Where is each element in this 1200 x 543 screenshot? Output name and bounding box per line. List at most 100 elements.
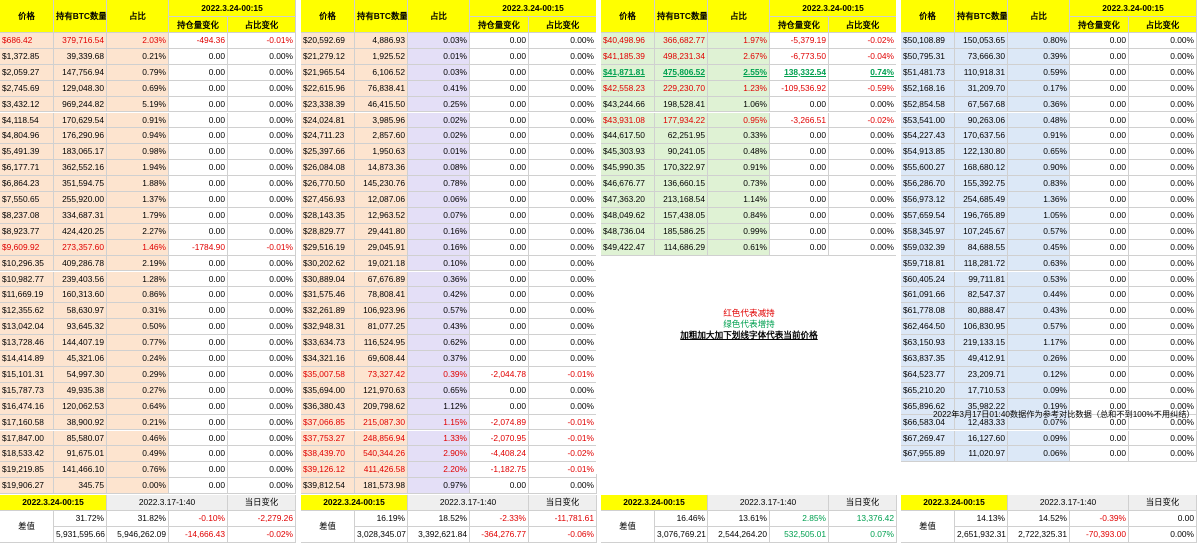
ratio-change-cell[interactable]: 0.00% [529, 223, 597, 240]
price-cell[interactable]: $26,084.08 [301, 160, 355, 177]
holding-change-cell[interactable]: 0.00 [169, 112, 228, 129]
btc-amount-cell[interactable]: 273,357.60 [54, 239, 107, 256]
ratio-change-cell[interactable]: 0.74% [829, 64, 897, 81]
price-cell[interactable]: $33,634.73 [301, 335, 355, 351]
price-cell[interactable]: $13,728.46 [0, 335, 54, 351]
ratio-cell[interactable]: 2.67% [708, 48, 770, 65]
footer-value[interactable]: 14.13% [955, 511, 1008, 527]
price-cell[interactable]: $56,973.12 [901, 192, 955, 208]
price-cell[interactable]: $41,871.81 [601, 64, 655, 81]
header-price[interactable]: 价格 [301, 0, 355, 33]
footer-date-current[interactable]: 2022.3.24-00:15 [901, 495, 1008, 511]
price-cell[interactable]: $29,516.19 [301, 239, 355, 256]
btc-amount-cell[interactable]: 67,567.68 [955, 96, 1008, 113]
header-ratio[interactable]: 占比 [708, 0, 770, 33]
ratio-change-cell[interactable]: 0.00% [529, 112, 597, 129]
btc-amount-cell[interactable]: 58,630.97 [54, 303, 107, 320]
btc-amount-cell[interactable]: 39,339.68 [54, 48, 107, 65]
ratio-change-cell[interactable]: 0.00% [829, 96, 897, 113]
footer-value[interactable]: 18.52% [408, 511, 470, 527]
ratio-change-cell[interactable]: 0.00% [228, 223, 296, 240]
ratio-change-cell[interactable]: 0.00% [1129, 96, 1197, 113]
price-cell[interactable]: $64,523.77 [901, 366, 955, 383]
ratio-cell[interactable]: 0.99% [708, 223, 770, 240]
ratio-change-cell[interactable]: 0.00% [228, 351, 296, 367]
ratio-change-cell[interactable]: 0.00% [228, 382, 296, 399]
ratio-change-cell[interactable]: 0.00% [829, 176, 897, 192]
price-cell[interactable]: $67,269.47 [901, 430, 955, 447]
ratio-cell[interactable]: 0.08% [408, 160, 470, 177]
price-cell[interactable]: $47,363.20 [601, 192, 655, 208]
footer-value[interactable]: -14,666.43 [169, 526, 228, 543]
holding-change-cell[interactable]: 0.00 [470, 223, 529, 240]
footer-value[interactable]: -11,781.61 [529, 511, 597, 527]
ratio-change-cell[interactable]: 0.00% [228, 160, 296, 177]
ratio-change-cell[interactable]: 0.00% [529, 207, 597, 224]
holding-change-cell[interactable]: 0.00 [169, 192, 228, 208]
price-cell[interactable]: $28,829.77 [301, 223, 355, 240]
holding-change-cell[interactable]: 0.00 [470, 192, 529, 208]
holding-change-cell[interactable]: 0.00 [470, 64, 529, 81]
price-cell[interactable]: $62,464.50 [901, 319, 955, 336]
ratio-cell[interactable]: 0.50% [107, 319, 169, 336]
header-ratio[interactable]: 占比 [107, 0, 169, 33]
btc-amount-cell[interactable]: 14,873.36 [355, 160, 408, 177]
holding-change-cell[interactable]: 0.00 [1070, 430, 1129, 447]
price-cell[interactable]: $54,913.85 [901, 144, 955, 161]
ratio-change-cell[interactable]: -0.02% [529, 446, 597, 463]
holding-change-cell[interactable]: 0.00 [1070, 144, 1129, 161]
ratio-cell[interactable]: 0.95% [708, 112, 770, 129]
footer-value[interactable]: 2.85% [770, 511, 829, 527]
ratio-cell[interactable]: 0.61% [708, 239, 770, 256]
holding-change-cell[interactable]: 0.00 [169, 223, 228, 240]
ratio-cell[interactable]: 0.65% [408, 382, 470, 399]
holding-change-cell[interactable]: 0.00 [770, 239, 829, 256]
btc-amount-cell[interactable]: 49,935.38 [54, 382, 107, 399]
btc-amount-cell[interactable]: 239,403.56 [54, 271, 107, 288]
holding-change-cell[interactable]: 0.00 [470, 33, 529, 49]
btc-amount-cell[interactable]: 176,290.96 [54, 128, 107, 145]
header-btc-amount[interactable]: 持有BTC数量 [54, 0, 107, 33]
price-cell[interactable]: $60,405.24 [901, 271, 955, 288]
price-cell[interactable]: $9,609.92 [0, 239, 54, 256]
btc-amount-cell[interactable]: 141,466.10 [54, 462, 107, 479]
ratio-cell[interactable]: 0.24% [107, 351, 169, 367]
price-cell[interactable]: $25,397.66 [301, 144, 355, 161]
holding-change-cell[interactable]: 0.00 [470, 319, 529, 336]
price-cell[interactable]: $11,669.19 [0, 287, 54, 304]
ratio-change-cell[interactable]: 0.00% [228, 48, 296, 65]
ratio-change-cell[interactable]: 0.00% [228, 112, 296, 129]
btc-amount-cell[interactable]: 82,547.37 [955, 287, 1008, 304]
ratio-change-cell[interactable]: -0.01% [228, 33, 296, 49]
price-cell[interactable]: $59,718.81 [901, 255, 955, 272]
ratio-change-cell[interactable]: 0.00% [1129, 303, 1197, 320]
btc-amount-cell[interactable]: 80,888.47 [955, 303, 1008, 320]
ratio-cell[interactable]: 0.45% [1008, 239, 1070, 256]
btc-amount-cell[interactable]: 185,586.25 [655, 223, 708, 240]
btc-amount-cell[interactable]: 254,685.49 [955, 192, 1008, 208]
btc-amount-cell[interactable]: 116,524.95 [355, 335, 408, 351]
ratio-cell[interactable]: 0.91% [708, 160, 770, 177]
ratio-change-cell[interactable]: 0.00% [529, 144, 597, 161]
price-cell[interactable]: $61,091.66 [901, 287, 955, 304]
btc-amount-cell[interactable]: 1,925.52 [355, 48, 408, 65]
holding-change-cell[interactable]: 0.00 [169, 64, 228, 81]
btc-amount-cell[interactable]: 19,021.18 [355, 255, 408, 272]
holding-change-cell[interactable]: 0.00 [470, 478, 529, 495]
price-cell[interactable]: $24,711.23 [301, 128, 355, 145]
price-cell[interactable]: $20,592.69 [301, 33, 355, 49]
btc-amount-cell[interactable]: 198,528.41 [655, 96, 708, 113]
ratio-cell[interactable]: 0.46% [107, 430, 169, 447]
footer-value[interactable]: -2,279.26 [228, 511, 296, 527]
footer-daily-change[interactable]: 当日变化 [228, 495, 296, 511]
ratio-cell[interactable]: 0.69% [107, 80, 169, 97]
price-cell[interactable]: $14,414.89 [0, 351, 54, 367]
ratio-change-cell[interactable]: 0.00% [829, 144, 897, 161]
ratio-change-cell[interactable]: -0.01% [228, 239, 296, 256]
price-cell[interactable]: $1,372.85 [0, 48, 54, 65]
btc-amount-cell[interactable]: 67,676.89 [355, 271, 408, 288]
price-cell[interactable]: $39,126.12 [301, 462, 355, 479]
btc-amount-cell[interactable]: 121,970.63 [355, 382, 408, 399]
ratio-cell[interactable]: 0.01% [408, 144, 470, 161]
holding-change-cell[interactable]: 0.00 [470, 351, 529, 367]
